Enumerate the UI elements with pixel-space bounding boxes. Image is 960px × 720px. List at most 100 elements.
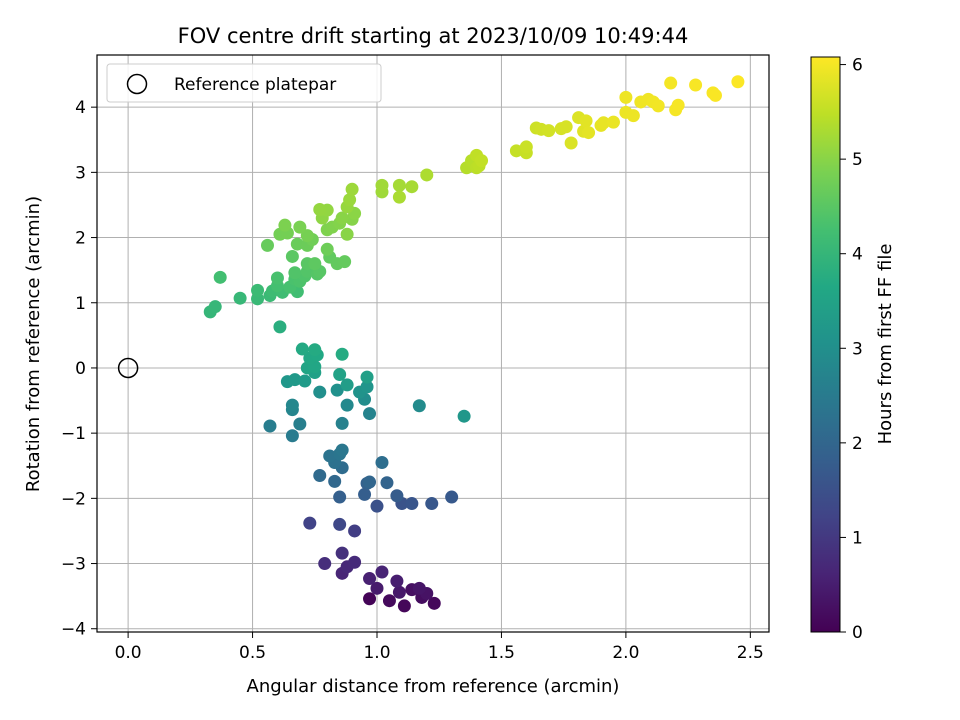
data-point <box>375 178 389 192</box>
legend-box <box>106 63 382 103</box>
data-point <box>330 383 344 397</box>
data-point <box>335 546 349 560</box>
data-point <box>731 75 745 89</box>
data-point <box>300 229 314 243</box>
data-point <box>457 409 471 423</box>
x-tick-label: 1.0 <box>363 643 390 663</box>
data-point <box>340 398 354 412</box>
data-point <box>251 283 265 297</box>
y-tick-label: −2 <box>61 489 86 509</box>
data-point <box>425 497 439 511</box>
data-point <box>619 90 633 104</box>
legend-marker-reference <box>126 73 148 95</box>
y-tick-label: 0 <box>75 359 86 379</box>
data-point <box>335 416 349 430</box>
data-point <box>375 455 389 469</box>
data-point <box>270 271 284 285</box>
x-axis-label: Angular distance from reference (arcmin) <box>247 676 620 697</box>
data-point <box>333 367 347 381</box>
data-point <box>363 407 377 421</box>
colorbar-tick-label: 4 <box>852 245 863 265</box>
data-point <box>285 398 299 412</box>
data-point <box>308 343 322 357</box>
data-point <box>412 399 426 413</box>
data-point <box>345 182 359 196</box>
colorbar-tick-label: 2 <box>852 434 863 454</box>
data-point <box>260 238 274 252</box>
data-point <box>405 180 419 194</box>
data-point <box>340 378 354 392</box>
y-tick-label: 3 <box>75 163 86 183</box>
data-point <box>313 385 327 399</box>
chart-title: FOV centre drift starting at 2023/10/09 … <box>178 24 689 48</box>
data-point <box>380 476 394 490</box>
data-point <box>313 469 327 483</box>
data-point <box>360 380 374 394</box>
data-point <box>392 190 406 204</box>
data-point <box>333 490 347 504</box>
grid <box>97 55 769 632</box>
data-point <box>295 342 309 356</box>
data-point <box>333 517 347 531</box>
y-axis-label: Rotation from reference (arcmin) <box>23 196 44 492</box>
data-point <box>370 581 384 595</box>
colorbar-tick-label: 5 <box>852 150 863 170</box>
data-point <box>519 140 533 154</box>
data-point <box>323 449 337 463</box>
data-point <box>445 490 459 504</box>
data-point <box>559 120 573 134</box>
x-tick-label: 2.0 <box>612 643 639 663</box>
data-point <box>390 574 404 588</box>
data-point <box>298 374 312 388</box>
data-point <box>579 114 593 128</box>
data-point <box>596 116 610 130</box>
y-tick-label: 1 <box>75 294 86 314</box>
data-point <box>343 193 357 207</box>
data-point <box>370 499 384 513</box>
data-point <box>273 320 287 334</box>
data-point <box>392 585 406 599</box>
data-point <box>320 242 334 256</box>
data-point <box>285 249 299 263</box>
data-point <box>360 370 374 384</box>
data-point <box>263 419 277 433</box>
data-point <box>626 109 640 123</box>
x-axis: 0.0 0.5 1.0 1.5 2.0 2.5 <box>115 632 764 663</box>
y-tick-label: 4 <box>75 98 86 118</box>
y-axis: −4 −3 −2 −1 0 1 2 3 4 <box>61 98 97 640</box>
data-point <box>582 126 596 140</box>
data-point <box>564 136 578 150</box>
data-point <box>708 88 722 102</box>
data-points <box>117 75 745 613</box>
reference-platepar-marker <box>117 357 139 379</box>
legend: Reference platepar <box>106 63 382 103</box>
colorbar-ticks: 0 1 2 3 4 5 6 <box>840 56 863 643</box>
data-point <box>358 487 372 501</box>
data-point <box>293 417 307 431</box>
data-point <box>397 599 411 613</box>
x-tick-label: 1.5 <box>488 643 515 663</box>
data-point <box>348 555 362 569</box>
data-point <box>651 99 665 113</box>
data-point <box>213 270 227 284</box>
colorbar-tick-label: 0 <box>852 623 863 643</box>
colorbar-tick-label: 3 <box>852 339 863 359</box>
data-point <box>671 98 685 112</box>
data-point <box>405 497 419 511</box>
data-point <box>335 443 349 457</box>
legend-entry-reference: Reference platepar <box>174 75 336 95</box>
data-point <box>290 237 304 251</box>
data-point <box>278 218 292 232</box>
data-point <box>427 596 441 610</box>
data-point <box>363 572 377 586</box>
data-point <box>375 565 389 579</box>
data-point <box>313 203 327 217</box>
data-point <box>285 429 299 443</box>
data-point <box>318 557 332 571</box>
data-point <box>363 475 377 489</box>
data-point <box>338 255 352 269</box>
data-point <box>348 524 362 538</box>
colorbar-tick-label: 6 <box>852 56 863 76</box>
data-point <box>233 291 247 305</box>
